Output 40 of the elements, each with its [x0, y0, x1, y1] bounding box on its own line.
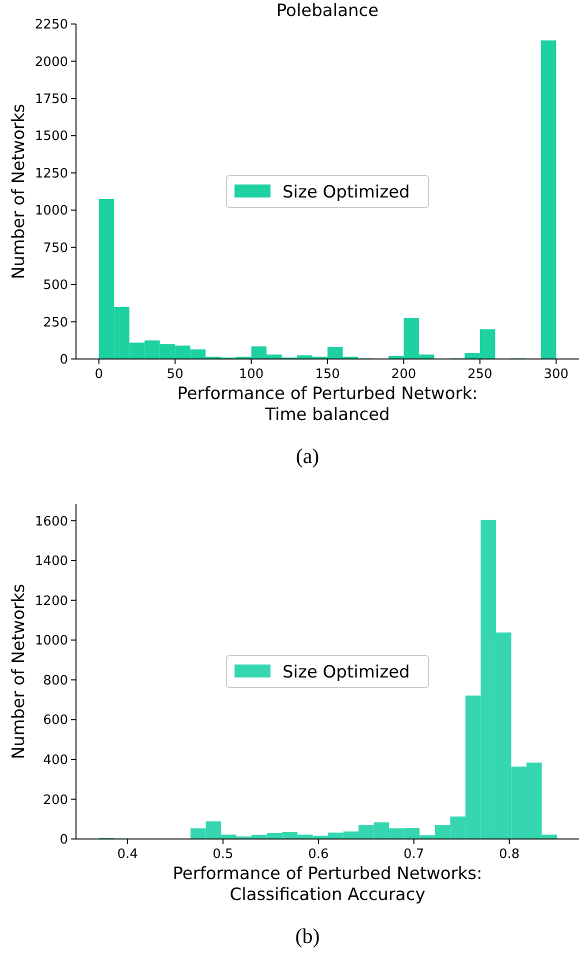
x-tick-label: 0.8: [498, 847, 520, 862]
y-tick-label: 1250: [34, 166, 68, 182]
x-tick-label: 200: [391, 367, 416, 382]
legend-label: Size Optimized: [282, 662, 410, 682]
x-tick-label: 150: [315, 367, 340, 382]
x-tick-label: 0.5: [212, 847, 234, 862]
y-tick-label: 0: [60, 832, 68, 848]
y-tick-label: 2000: [34, 54, 68, 70]
y-tick-label: 500: [43, 278, 68, 294]
y-tick-label: 2250: [34, 18, 68, 33]
y-tick-label: 750: [43, 240, 68, 256]
y-axis-title: Number of Networks: [9, 584, 29, 760]
y-tick-label: 1750: [34, 92, 68, 107]
legend-label: Size Optimized: [282, 182, 410, 202]
text: (a): [296, 444, 320, 468]
y-tick-label: 1500: [34, 129, 68, 144]
x-tick-label: 0.4: [117, 847, 138, 862]
x-tick-label: 250: [468, 367, 492, 382]
x-tick-label: 50: [166, 367, 184, 382]
text: (b): [295, 924, 320, 948]
chart-title: Polebalance: [276, 1, 379, 21]
y-tick-label: 1000: [34, 204, 68, 219]
y-tick-label: 250: [43, 315, 68, 330]
x-axis-title: Performance of Perturbed Networks: Classification Accuracy: [172, 864, 482, 905]
x-axis-title: Performance of Perturbed Network: Time balanced: [177, 384, 478, 425]
y-tick-label: 800: [43, 673, 68, 688]
x-tick-label: 0.7: [404, 847, 424, 862]
y-tick-label: 1400: [34, 554, 68, 570]
y-tick-label: 200: [43, 792, 68, 808]
y-tick-label: 1000: [34, 634, 68, 649]
y-tick-label: 1200: [34, 594, 68, 609]
x-tick-label: 0: [94, 367, 104, 382]
x-tick-label: 100: [238, 367, 264, 382]
y-tick-label: 0: [60, 352, 68, 368]
x-tick-label: 300: [544, 367, 569, 382]
y-tick-label: 600: [43, 713, 68, 728]
y-tick-label: 400: [43, 752, 68, 768]
y-axis-title: Number of Networks: [9, 104, 29, 280]
x-tick-label: 0.6: [308, 847, 329, 862]
y-tick-label: 1600: [34, 514, 68, 530]
